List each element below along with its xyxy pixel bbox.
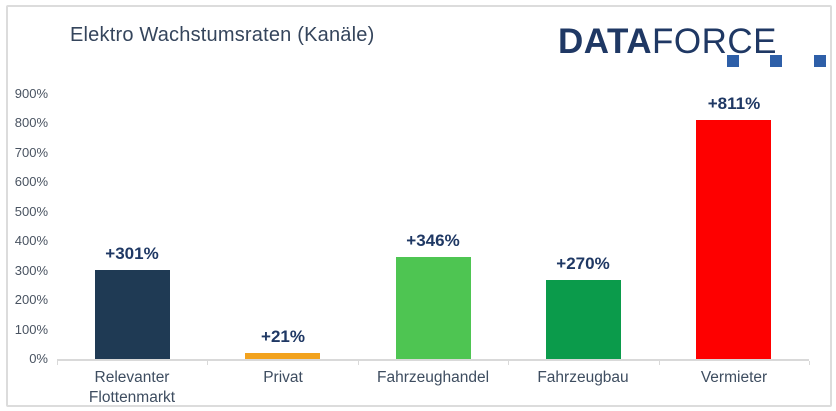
bar-fahrzeugbau (546, 279, 621, 359)
logo-square-icon (814, 55, 826, 67)
y-axis-tick-label: 500% (14, 203, 48, 219)
y-axis-tick-label: 400% (14, 233, 48, 249)
y-axis-tick-label: 900% (14, 86, 48, 101)
category-label-fahrzeugbau: Fahrzeugbau (537, 369, 629, 386)
x-axis-tick-mark (508, 361, 509, 365)
x-axis-line (57, 359, 809, 361)
category-label-fahrzeughandel: Fahrzeughandel (376, 369, 490, 386)
y-axis-tick-label: 0% (29, 351, 48, 366)
y-axis-tick-label: 300% (14, 262, 48, 278)
y-axis-tick-label: 200% (14, 292, 48, 308)
value-label-vermieter: +811% (707, 94, 761, 114)
x-axis-tick-mark (358, 361, 359, 365)
bar-fahrzeughandel (396, 257, 471, 359)
logo-square-icon (770, 55, 782, 67)
logo-text-force: FORCE (652, 22, 778, 61)
y-axis-tick-label: 100% (14, 321, 48, 337)
bar-vermieter (696, 120, 771, 359)
value-label-fahrzeughandel: +346% (406, 231, 460, 251)
x-axis-tick-mark (659, 361, 660, 365)
y-axis-tick-label: 700% (14, 144, 48, 160)
value-label-privat: +21% (261, 326, 305, 346)
category-label-privat: Privat (263, 369, 303, 386)
value-label-fahrzeugbau: +270% (556, 253, 610, 273)
x-axis-tick-mark (809, 361, 810, 365)
category-label-vermieter: Vermieter (700, 369, 768, 386)
y-axis-tick-label: 600% (14, 174, 48, 190)
bar-privat (245, 352, 320, 359)
value-label-relevanter-flottenmarkt: +301% (105, 244, 159, 264)
dataforce-logo: DATAFORCE (558, 23, 777, 61)
logo-square-icon (727, 55, 739, 67)
x-axis-tick-mark (57, 361, 58, 365)
y-axis-tick-label: 800% (14, 115, 48, 131)
bar-relevanter-flottenmarkt (95, 270, 170, 359)
x-axis-tick-mark (207, 361, 208, 365)
chart-title: Elektro Wachstumsraten (Kanäle) (70, 24, 375, 46)
logo-text-data: DATA (558, 22, 653, 61)
category-label-relevanter-flottenmarkt: Relevanter Flottenmarkt (88, 369, 176, 406)
